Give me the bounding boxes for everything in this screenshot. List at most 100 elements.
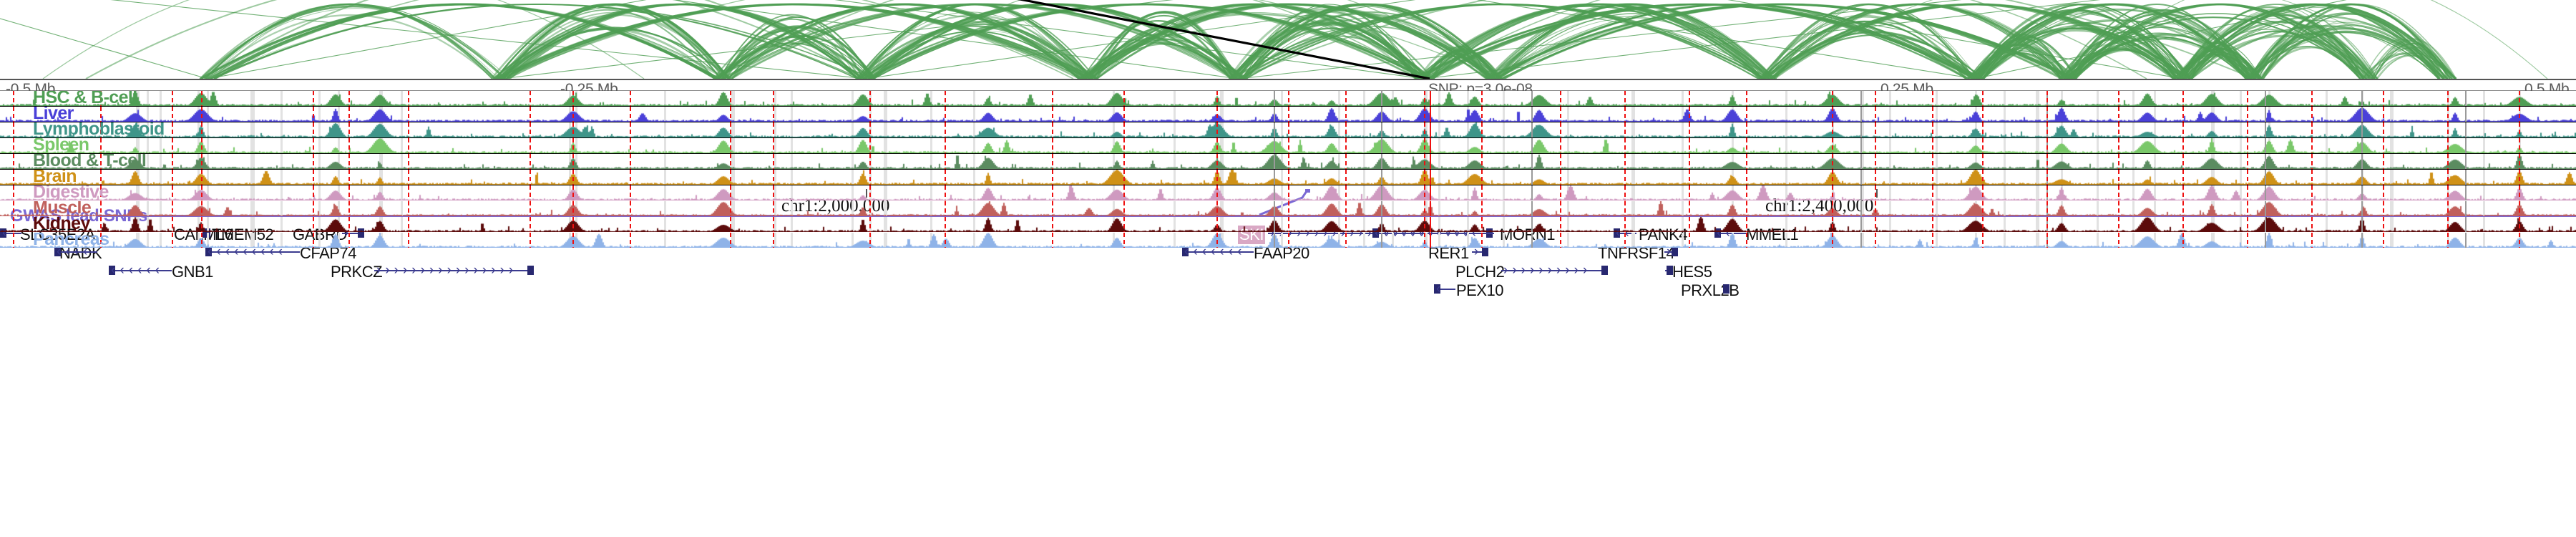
gwas-snp-marker xyxy=(630,107,631,122)
gwas-snp-marker xyxy=(2311,138,2313,153)
feature-marker xyxy=(1381,154,1382,169)
gwas-snp-marker xyxy=(1345,107,1347,122)
gwas-snp-marker xyxy=(2118,91,2119,106)
feature-marker xyxy=(1531,233,1533,248)
gwas-snp-marker xyxy=(1123,154,1125,169)
gwas-snp-marker xyxy=(348,138,350,153)
gwas-snp-marker xyxy=(1123,91,1125,106)
gwas-snp-marker xyxy=(1345,217,1347,232)
gwas-snp-marker xyxy=(1982,107,1984,122)
gwas-snp-marker xyxy=(2519,185,2520,200)
gwas-snp-marker xyxy=(1875,122,1876,137)
gwas-snp-marker xyxy=(1481,122,1483,137)
gwas-snp-marker xyxy=(1689,201,1690,216)
gwas-snp-marker xyxy=(1345,185,1347,200)
feature-marker xyxy=(2361,201,2363,216)
signal-track-hsc-b-cell[interactable]: HSC & B-cell xyxy=(0,91,2576,107)
gwas-snp-marker xyxy=(530,138,531,153)
gwas-snp-marker xyxy=(1052,91,1053,106)
gwas-snp-marker xyxy=(1481,201,1483,216)
gwas-snp-marker xyxy=(1216,233,1218,248)
gwas-snp-marker xyxy=(1746,138,1747,153)
feature-marker xyxy=(1381,138,1382,153)
gene-exon xyxy=(1182,247,1189,256)
gwas-snp-marker xyxy=(1216,170,1218,185)
gwas-snp-marker xyxy=(1624,201,1626,216)
gwas-snp-marker xyxy=(1052,170,1053,185)
gwas-snp-marker xyxy=(1424,122,1425,137)
gwas-snp-marker xyxy=(1216,122,1218,137)
gwas-snp-marker xyxy=(1216,107,1218,122)
feature-marker xyxy=(1274,107,1275,122)
gene-exon xyxy=(1672,247,1678,256)
gwas-snp-marker xyxy=(172,122,173,137)
feature-marker xyxy=(1274,217,1275,232)
gwas-snp-marker xyxy=(1345,201,1347,216)
feature-marker xyxy=(1860,217,1862,232)
gwas-snp-marker xyxy=(530,185,531,200)
gwas-snp-marker xyxy=(1123,201,1125,216)
feature-marker xyxy=(2465,201,2467,216)
gwas-snp-marker xyxy=(1624,185,1626,200)
gwas-snp-marker xyxy=(2519,138,2520,153)
gwas-snp-marker xyxy=(2247,91,2248,106)
gwas-snp-marker xyxy=(630,122,631,137)
gwas-snp-marker xyxy=(1560,170,1561,185)
gwas-snp-marker xyxy=(869,122,871,137)
gwas-snp-marker xyxy=(2118,107,2119,122)
gwas-snp-marker xyxy=(1560,201,1561,216)
feature-marker xyxy=(1381,91,1382,106)
gwas-snp-marker xyxy=(1481,138,1483,153)
gwas-snp-marker xyxy=(201,138,203,153)
signal-track-digestive[interactable]: Digestive xyxy=(0,185,2576,201)
gwas-snp-marker xyxy=(408,91,409,106)
gwas-snp-marker xyxy=(1288,201,1289,216)
gwas-snp-marker xyxy=(869,170,871,185)
gwas-snp-marker xyxy=(13,233,14,248)
signal-track-liver[interactable]: Liver xyxy=(0,107,2576,122)
gwas-snp-marker xyxy=(1746,217,1747,232)
signal-track-muscle[interactable]: Muscle xyxy=(0,201,2576,217)
feature-marker xyxy=(2265,201,2266,216)
gwas-snp-marker xyxy=(1832,185,1833,200)
lead-snp-line xyxy=(1430,154,1431,169)
gwas-snp-marker xyxy=(172,154,173,169)
gwas-snp-marker xyxy=(1424,107,1425,122)
gwas-snp-marker xyxy=(2182,138,2184,153)
signal-track-lymphoblastoid[interactable]: Lymphoblastoid xyxy=(0,122,2576,138)
gwas-snp-marker xyxy=(2447,185,2449,200)
gwas-snp-marker xyxy=(2383,122,2384,137)
gwas-snp-marker xyxy=(2311,122,2313,137)
gwas-snp-marker xyxy=(2247,138,2248,153)
signal-track-pancreas[interactable]: Pancreas xyxy=(0,233,2576,248)
feature-marker xyxy=(1531,91,1533,106)
gwas-snp-marker xyxy=(1982,122,1984,137)
gwas-snp-marker xyxy=(730,217,731,232)
gwas-snp-marker xyxy=(630,138,631,153)
gwas-snp-marker xyxy=(2519,170,2520,185)
gwas-snp-marker xyxy=(100,170,102,185)
gwas-snp-marker xyxy=(172,185,173,200)
gwas-snp-marker xyxy=(530,154,531,169)
gwas-snp-marker xyxy=(1288,122,1289,137)
gwas-snp-marker xyxy=(100,154,102,169)
gwas-snp-marker xyxy=(1424,185,1425,200)
gwas-snp-marker xyxy=(2247,201,2248,216)
gwas-snp-marker xyxy=(1216,154,1218,169)
gwas-snp-marker xyxy=(2383,233,2384,248)
signal-track-spleen[interactable]: Spleen xyxy=(0,138,2576,154)
signal-track-blood-t-cell[interactable]: Blood & T-cell xyxy=(0,154,2576,170)
gwas-snp-marker xyxy=(1624,233,1626,248)
feature-marker xyxy=(1860,122,1862,137)
gwas-snp-marker xyxy=(348,233,350,248)
gwas-snp-marker xyxy=(2182,217,2184,232)
gwas-snp-marker xyxy=(1982,217,1984,232)
signal-track-kidney[interactable]: Kidney xyxy=(0,217,2576,233)
gwas-snp-marker xyxy=(1052,107,1053,122)
gwas-snp-marker xyxy=(2247,154,2248,169)
gwas-snp-marker xyxy=(408,201,409,216)
gene-strand-arrows: › xyxy=(1474,246,1483,258)
gwas-snp-marker xyxy=(1345,91,1347,106)
gwas-snp-marker xyxy=(1746,185,1747,200)
signal-track-brain[interactable]: Brain xyxy=(0,170,2576,185)
